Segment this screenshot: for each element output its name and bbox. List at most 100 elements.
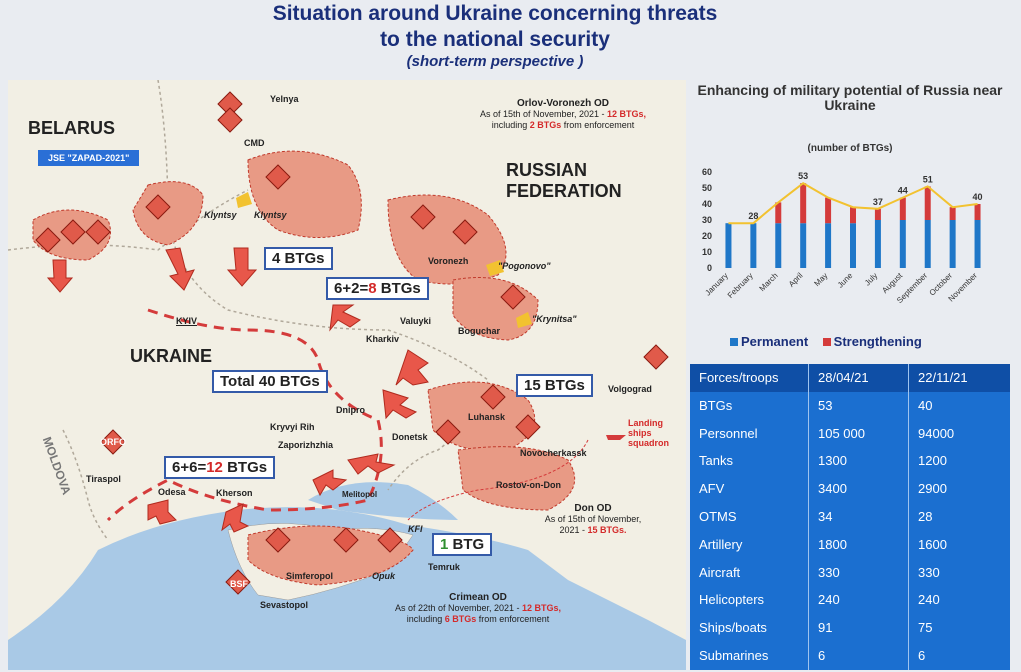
- table-cell: 3400: [818, 481, 847, 497]
- table-cell: Ships/boats: [699, 620, 767, 636]
- city-voronezh: Voronezh: [428, 256, 469, 266]
- city-klyntsy-2: Klyntsy: [254, 210, 287, 220]
- bar-permanent: [825, 223, 832, 268]
- chart-title: Enhancing of military potential of Russi…: [697, 82, 1003, 113]
- bar-permanent: [750, 223, 757, 268]
- city-klyntsy-1: Klyntsy: [204, 210, 237, 220]
- table-row: Aircraft 330 330: [690, 559, 1010, 587]
- bar-strengthening: [850, 207, 856, 224]
- jse-zapad-badge: JSE "ZAPAD-2021": [38, 150, 140, 166]
- page-title: Situation around Ukraine concerning thre…: [272, 2, 718, 25]
- table-header-cell: 28/04/21: [818, 370, 869, 385]
- troop-zone-rostov: [457, 446, 576, 511]
- table-cell: 330: [918, 564, 940, 580]
- y-tick-label: 60: [702, 167, 712, 177]
- city-kryvyi-rih: Kryvyi Rih: [270, 422, 315, 432]
- table-cell: 105 000: [818, 425, 865, 441]
- city-opuk: Opuk: [372, 571, 396, 581]
- table-cell: Helicopters: [699, 592, 765, 608]
- box-4-btgs: 4 BTGs: [264, 247, 333, 270]
- x-tick-label: July: [863, 271, 879, 287]
- table-cell: 91: [818, 620, 833, 636]
- bar-strengthening: [825, 197, 832, 224]
- x-tick-label: February: [726, 271, 755, 300]
- bar-strengthening: [800, 183, 807, 224]
- data-label: 28: [748, 211, 758, 221]
- city-tiraspol: Tiraspol: [86, 474, 121, 484]
- city-donetsk: Donetsk: [392, 432, 428, 442]
- btg-chart: Enhancing of military potential of Russi…: [690, 80, 1010, 360]
- data-label: 44: [898, 186, 908, 196]
- table-cell: 6: [918, 648, 926, 663]
- chart-legend: Permanent Strengthening: [730, 334, 922, 349]
- table-row: OTMS 34 28: [690, 503, 1010, 531]
- y-tick-label: 50: [702, 183, 712, 193]
- city-boguchar: Boguchar: [458, 326, 501, 336]
- city-rostov: Rostov-on-Don: [496, 480, 561, 490]
- box-1-btg: 1 BTG: [432, 533, 493, 556]
- bar-strengthening: [775, 202, 782, 224]
- black-sea: [8, 507, 686, 670]
- city-temruk: Temruk: [428, 562, 460, 572]
- label-orfo: ORFO: [100, 437, 126, 447]
- table-row: Tanks 1300 1200: [690, 447, 1010, 475]
- city-simferopol: Simferopol: [286, 571, 334, 581]
- data-label: 37: [873, 197, 883, 207]
- label-landing-ships: Landing ships squadron: [628, 418, 670, 448]
- situation-map: BELARUS RUSSIAN FEDERATION UKRAINE MOLDO…: [8, 80, 686, 670]
- y-tick-label: 0: [707, 263, 712, 273]
- label-belarus: BELARUS: [28, 118, 116, 138]
- troop-zone-belarus-east: [132, 181, 204, 246]
- threat-line: [106, 308, 383, 522]
- city-novocherkassk: Novocherkassk: [520, 448, 587, 458]
- label-bsf: BSF: [230, 579, 248, 589]
- table-cell: 6: [818, 648, 826, 663]
- city-yelnya: Yelnya: [270, 94, 299, 104]
- table-cell: 34: [818, 509, 833, 524]
- table-cell: 330: [818, 564, 840, 580]
- label-kfi: KFI: [408, 524, 423, 534]
- bar-permanent: [775, 223, 782, 268]
- table-cell: Aircraft: [699, 564, 741, 580]
- city-sevastopol: Sevastopol: [260, 600, 309, 610]
- bar-permanent: [899, 220, 906, 268]
- table-cell: AFV: [699, 481, 725, 497]
- table-header-cell: Forces/troops: [699, 370, 779, 385]
- bar-permanent: [949, 220, 956, 268]
- box-12-btgs: 6+6=12 BTGs: [164, 456, 276, 479]
- table-cell: 75: [918, 620, 933, 636]
- y-tick-label: 30: [702, 215, 712, 225]
- label-ukraine: UKRAINE: [130, 346, 213, 366]
- y-tick-label: 10: [702, 247, 712, 257]
- table-header-cell: 22/11/21: [918, 370, 968, 385]
- table-row: Helicopters 240 240: [690, 586, 1010, 614]
- city-valuyki: Valuyki: [400, 316, 432, 326]
- table-cell: 2900: [918, 481, 947, 497]
- city-kyiv: KYIV: [176, 316, 198, 326]
- ship-icon: [606, 435, 626, 440]
- troop-zone-yelnya: [247, 150, 362, 238]
- bar-permanent: [924, 220, 931, 268]
- table-row: Artillery 1800 1600: [690, 531, 1010, 559]
- table-cell: 94000: [918, 425, 955, 441]
- table-cell: Submarines: [699, 648, 769, 663]
- table-cell: 40: [918, 397, 933, 413]
- pogonovo-marker: [486, 260, 504, 276]
- x-tick-label: May: [812, 271, 829, 288]
- data-label: 40: [973, 192, 983, 202]
- page-title-line2: to the national security: [380, 28, 610, 51]
- y-tick-label: 20: [702, 231, 712, 241]
- table-cell: Artillery: [699, 536, 743, 552]
- table-cell: 28: [918, 509, 933, 524]
- table-row: Personnel 105 000 94000: [690, 420, 1010, 448]
- table-cell: Tanks: [699, 453, 733, 469]
- label-cmd: CMD: [244, 138, 265, 148]
- legend-strengthening: Strengthening: [833, 334, 922, 349]
- x-tick-label: April: [787, 271, 805, 289]
- x-tick-label: March: [758, 271, 780, 293]
- table-row: Submarines 6 6: [690, 642, 1010, 670]
- table-cell: 1600: [918, 536, 947, 552]
- city-kharkiv: Kharkiv: [366, 334, 400, 344]
- attack-arrows: [46, 247, 429, 533]
- legend-strengthening-swatch: [822, 338, 831, 346]
